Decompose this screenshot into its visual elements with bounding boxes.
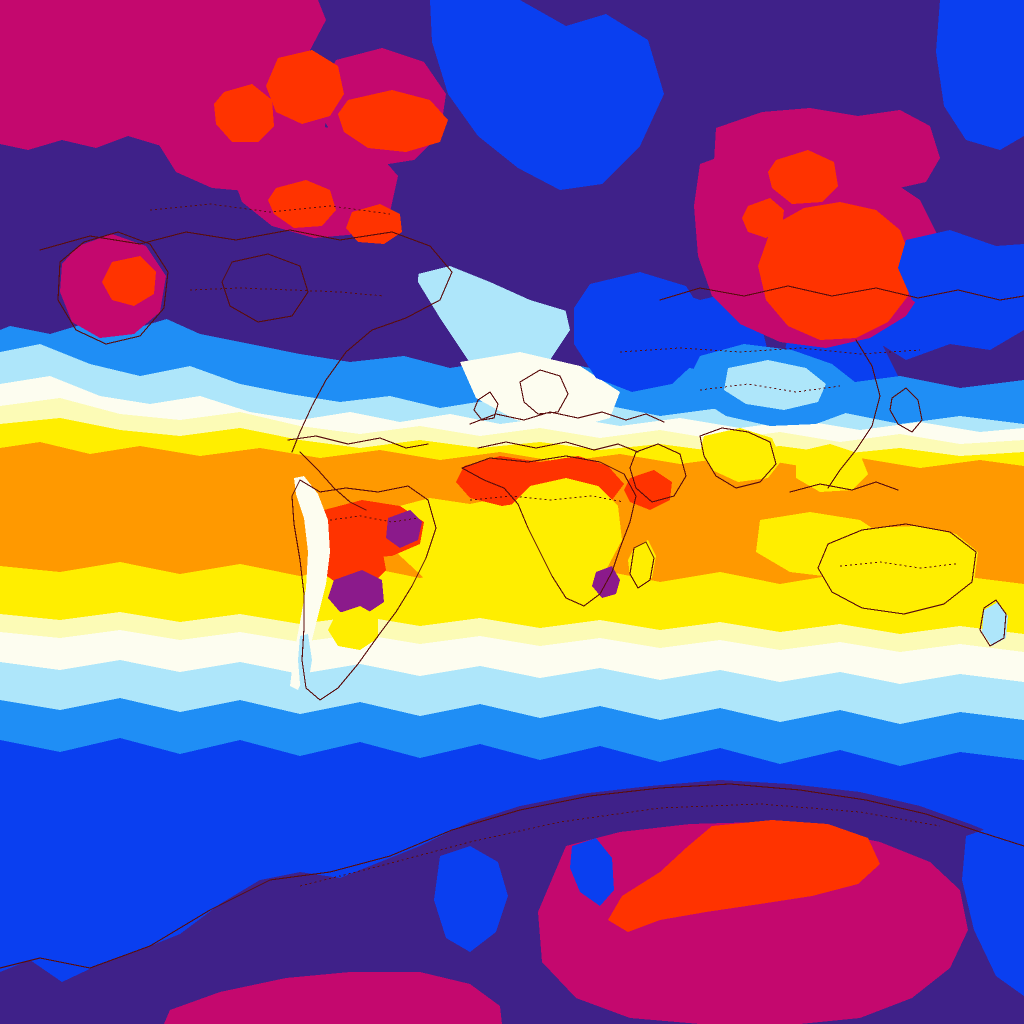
- sea-asia-warm: [796, 444, 868, 492]
- coastline-scandinavia: [519, 369, 569, 415]
- coastline-australia: [817, 523, 977, 615]
- north-atlantic-blue-gap: [430, 0, 664, 190]
- siberia-cold-fringe-e: [898, 230, 1024, 330]
- argentina-extreme-hot-b: [328, 570, 384, 614]
- coastline-north-america: [39, 229, 453, 453]
- coastline-antarctica: [0, 783, 1024, 969]
- africa-interior-warm: [508, 478, 622, 586]
- canada-extreme-cold-1: [266, 50, 344, 124]
- coastline-asia-north: [659, 285, 1024, 301]
- coastline-hudson-bay: [221, 253, 309, 323]
- border-australia-interior: [839, 561, 957, 569]
- new-zealand-cool: [982, 602, 1008, 646]
- andes-cold-core: [298, 634, 312, 684]
- coastline-layer: [0, 203, 1024, 969]
- patagonia-warm: [328, 606, 378, 650]
- border-canada-arctic: [149, 203, 391, 215]
- border-russia-south: [619, 347, 921, 355]
- coastline-africa: [461, 455, 637, 607]
- coastline-central-america: [299, 451, 367, 511]
- canada-extreme-cold-4: [268, 180, 336, 228]
- coastline-new-zealand: [979, 599, 1007, 647]
- weddell-sea-cold-inlet: [434, 846, 508, 952]
- coastline-greenland: [57, 231, 169, 345]
- coastline-mediterranean: [477, 441, 639, 453]
- coastline-south-america: [291, 479, 437, 701]
- siberia-cold-fringe-w: [574, 272, 706, 392]
- antarctica-extreme-cold-core: [608, 820, 880, 932]
- india-warm: [700, 428, 782, 482]
- antarctica-severe-cold-west: [164, 972, 502, 1024]
- coastline-madagascar: [629, 541, 655, 589]
- canada-extreme-cold-2: [214, 84, 274, 142]
- tibet-cool-core: [724, 360, 826, 410]
- ross-sea-cold-inlet: [570, 838, 614, 906]
- band-near-freezing-atlantic-tongue: [460, 352, 620, 430]
- siberia-extreme-cold-1: [768, 150, 838, 204]
- coastline-us-gulf: [287, 435, 429, 449]
- argentina-extreme-hot: [386, 510, 422, 548]
- coastline-arabia: [629, 443, 687, 503]
- coastline-india: [699, 427, 777, 489]
- coastline-indonesia: [789, 481, 899, 493]
- border-south-america-interior: [329, 515, 419, 523]
- coastline-japan: [889, 387, 923, 433]
- siberia-extreme-cold-core: [758, 202, 912, 340]
- coastline-europe: [469, 411, 665, 425]
- coastline-asia-east: [827, 339, 881, 489]
- arctic-pacific-blue-gap: [936, 0, 1024, 150]
- border-africa-sahel: [469, 495, 625, 503]
- siberia-extreme-cold-2: [742, 198, 784, 238]
- east-antarctic-coast-cold: [962, 824, 1024, 996]
- canada-extreme-cold-3: [338, 90, 448, 152]
- australia-warm: [818, 526, 978, 612]
- greenland-extreme-cold: [102, 256, 156, 306]
- coastline-british-isles: [473, 391, 499, 421]
- madagascar-warm: [628, 540, 656, 588]
- alaska-extreme-cold: [346, 204, 402, 244]
